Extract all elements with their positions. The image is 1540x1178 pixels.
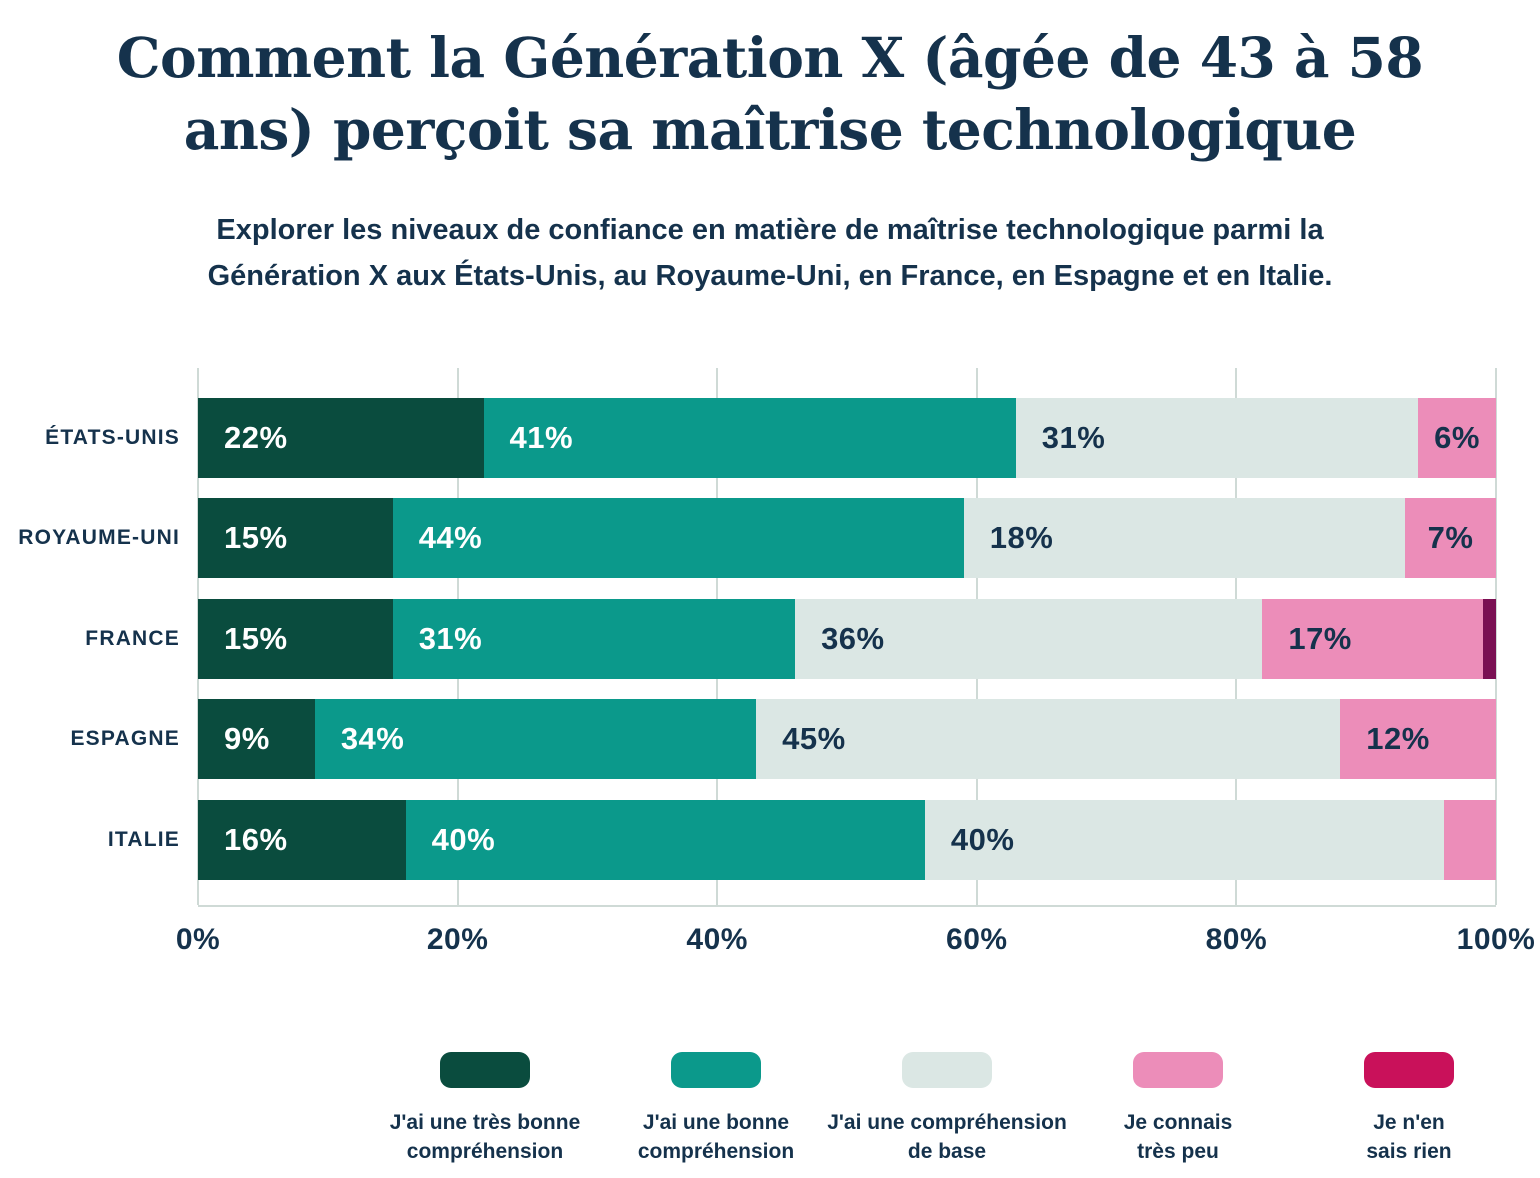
bar-value-label: 41% bbox=[509, 420, 574, 455]
bar-row-italie: 16% 40% 40% bbox=[198, 799, 1496, 880]
legend-item: Je connais très peu bbox=[1028, 1052, 1328, 1167]
legend-item: Je n'en sais rien bbox=[1259, 1052, 1540, 1167]
bar-segment bbox=[1444, 799, 1496, 880]
legend-swatch bbox=[1133, 1052, 1223, 1088]
bar-value-label: 12% bbox=[1366, 721, 1430, 757]
bar-value-label: 36% bbox=[821, 620, 885, 656]
x-tick-label-40%: 40% bbox=[686, 923, 748, 956]
bar-row-états-unis: 22% 41% 31% 6% bbox=[198, 398, 1496, 478]
x-tick-label-0%: 0% bbox=[175, 923, 221, 956]
legend-label: Je connais très peu bbox=[1123, 1111, 1233, 1164]
bar-value-label: 16% bbox=[224, 821, 288, 857]
x-tick-label-80%: 80% bbox=[1205, 923, 1268, 956]
x-tick-label-100%: 100% bbox=[1456, 923, 1536, 956]
bar-segment: 40% bbox=[924, 799, 1445, 880]
bar-value-label: 17% bbox=[1288, 620, 1352, 656]
legend-swatch bbox=[1364, 1052, 1454, 1088]
y-axis-label-italie: ITALIE bbox=[107, 827, 180, 851]
bar-value-label: 22% bbox=[224, 420, 288, 455]
bar-segment: 34% bbox=[314, 699, 757, 780]
bar-segment: 6% bbox=[1418, 398, 1496, 478]
bar-value-label: 18% bbox=[989, 520, 1054, 556]
bar-row-espagne: 9% 34% 45% 12% bbox=[198, 699, 1496, 780]
bar-value-label: 6% bbox=[1434, 420, 1480, 455]
bar-value-label: 40% bbox=[950, 821, 1015, 857]
bar-value-label: 15% bbox=[224, 620, 288, 656]
y-axis-label-espagne: ESPAGNE bbox=[70, 727, 180, 751]
bar-segment: 36% bbox=[795, 598, 1263, 679]
bar-segment: 16% bbox=[198, 799, 406, 880]
bar-row-royaume-uni: 15% 44% 18% 7% bbox=[198, 498, 1496, 579]
legend-label: Je n'en sais rien bbox=[1366, 1111, 1452, 1164]
bar-row-france: 15% 31% 36% 17% bbox=[198, 598, 1496, 679]
bar-segment bbox=[1482, 598, 1496, 679]
bar-segment: 45% bbox=[756, 699, 1341, 780]
x-tick-label-60%: 60% bbox=[946, 923, 1008, 956]
legend-item: J'ai une très bonne compréhension bbox=[335, 1052, 635, 1167]
y-axis-label-royaume-uni: ROYAUME-UNI bbox=[18, 526, 180, 550]
bar-value-label: 34% bbox=[340, 721, 405, 757]
x-axis: 0% 20% 40% 60% 80% 100% bbox=[176, 368, 1535, 956]
bar-value-label: 15% bbox=[224, 520, 288, 556]
bar-segment: 40% bbox=[405, 799, 925, 880]
bar-segment: 18% bbox=[963, 498, 1406, 579]
bar-segment: 17% bbox=[1262, 598, 1483, 679]
y-axis-label-france: FRANCE bbox=[85, 626, 180, 650]
bar-value-label: 45% bbox=[782, 721, 846, 757]
legend-item: J'ai une bonne compréhension bbox=[566, 1052, 866, 1167]
bars-layer: 22% 41% 31% 6% 15% 44% 18% 7% 15% 31% 36% 17% 9% 34% 4… bbox=[198, 368, 1496, 905]
bar-segment: 12% bbox=[1340, 699, 1496, 780]
bar-value-label: 40% bbox=[431, 821, 496, 857]
legend: J'ai une très bonne compréhension J'ai un… bbox=[0, 1052, 1540, 1172]
chart-subtitle: Explorer les niveaux de confiance en mat… bbox=[207, 214, 1333, 293]
bar-segment: 7% bbox=[1405, 498, 1496, 579]
legend-item: J'ai une compréhension de base bbox=[797, 1052, 1097, 1167]
bar-value-label: 7% bbox=[1427, 520, 1474, 556]
bar-value-label: 9% bbox=[224, 721, 270, 757]
bar-value-label: 31% bbox=[1041, 420, 1106, 455]
legend-swatch bbox=[671, 1052, 761, 1088]
bar-segment: 15% bbox=[198, 498, 393, 579]
bar-segment: 9% bbox=[198, 699, 315, 780]
x-tick-label-20%: 20% bbox=[426, 923, 489, 956]
bar-value-label: 31% bbox=[418, 620, 483, 656]
gridline-100% bbox=[1495, 368, 1497, 905]
plot-area: 22% 41% 31% 6% 15% 44% 18% 7% 15% 31% 36% 17% 9% 34% 4… bbox=[176, 368, 1535, 956]
legend-swatch bbox=[440, 1052, 530, 1088]
bar-segment: 15% bbox=[198, 598, 393, 679]
bar-segment: 44% bbox=[392, 498, 964, 579]
bar-segment: 41% bbox=[483, 398, 1016, 478]
bar-segment: 31% bbox=[1015, 398, 1419, 478]
bar-segment: 22% bbox=[198, 398, 484, 478]
bar-segment: 31% bbox=[392, 598, 796, 679]
legend-label: J'ai une bonne compréhension bbox=[637, 1111, 795, 1164]
y-axis-label-états-unis: ÉTATS-UNIS bbox=[45, 426, 180, 449]
chart-title: Comment la Génération X (âgée de 43 à 58… bbox=[116, 25, 1424, 162]
legend-label: J'ai une compréhension de base bbox=[827, 1111, 1067, 1164]
legend-label: J'ai une très bonne compréhension bbox=[389, 1111, 581, 1164]
legend-swatch bbox=[902, 1052, 992, 1088]
bar-value-label: 44% bbox=[418, 520, 483, 556]
